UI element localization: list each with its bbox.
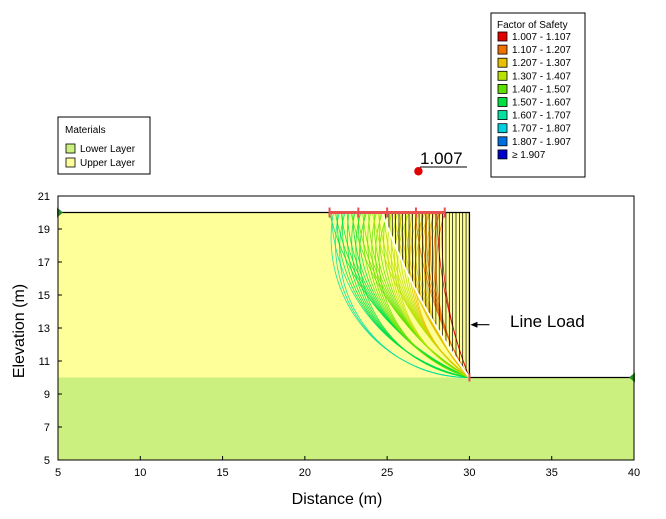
fos-legend-swatch bbox=[497, 44, 508, 55]
fos-legend-swatch bbox=[497, 97, 508, 107]
slip-surface bbox=[359, 212, 470, 378]
fos-legend-swatch bbox=[497, 136, 508, 147]
y-tick-label: 5 bbox=[44, 455, 50, 467]
fos-legend-item: 1.707 - 1.807 bbox=[512, 124, 571, 135]
line-load-arrowhead bbox=[470, 321, 478, 328]
fos-legend-item: 1.207 - 1.307 bbox=[512, 58, 571, 69]
critical-slices bbox=[385, 212, 467, 373]
materials-swatch-upper bbox=[65, 157, 76, 168]
materials-swatch-lower bbox=[65, 143, 76, 154]
fos-legend-title: Factor of Safety bbox=[497, 20, 568, 31]
y-tick-label: 19 bbox=[38, 224, 50, 236]
x-tick-label: 35 bbox=[546, 467, 558, 479]
ground-surface-line bbox=[58, 211, 634, 379]
fos-legend-item: 1.807 - 1.907 bbox=[512, 137, 571, 148]
fos-legend-swatch bbox=[497, 84, 508, 94]
slip-surface bbox=[339, 212, 470, 378]
y-tick-label: 7 bbox=[44, 422, 50, 434]
fos-legend-swatch bbox=[497, 110, 508, 120]
lower-layer-region bbox=[58, 377, 634, 460]
x-axis-ticks: 5 10 15 20 25 30 35 40 bbox=[55, 456, 640, 479]
y-tick-label: 21 bbox=[38, 191, 50, 203]
fos-legend-item: 1.507 - 1.607 bbox=[512, 98, 571, 109]
x-tick-label: 15 bbox=[216, 467, 228, 479]
y-tick-label: 13 bbox=[38, 323, 50, 335]
y-axis-label: Elevation (m) bbox=[11, 284, 28, 378]
fos-legend-swatch bbox=[497, 123, 508, 134]
y-axis-ticks: 5 7 9 11 13 15 17 19 21 bbox=[38, 191, 62, 467]
critical-center-point bbox=[414, 167, 423, 176]
critical-slip-surface bbox=[381, 212, 471, 379]
x-axis-label: Distance (m) bbox=[292, 491, 383, 508]
fos-legend-swatch bbox=[497, 31, 508, 42]
slip-surface bbox=[329, 212, 470, 378]
fos-legend-item: 1.407 - 1.507 bbox=[512, 84, 571, 95]
y-tick-label: 17 bbox=[38, 257, 50, 269]
fos-legend-swatch bbox=[497, 149, 508, 160]
materials-item-lower: Lower Layer bbox=[80, 144, 136, 155]
x-tick-label: 25 bbox=[381, 467, 393, 479]
slip-surface bbox=[378, 212, 470, 378]
materials-legend: Materials Lower Layer Upper Layer bbox=[57, 116, 151, 175]
slip-surface bbox=[441, 212, 470, 378]
y-tick-label: 9 bbox=[44, 389, 50, 401]
x-tick-label: 5 bbox=[55, 467, 61, 479]
fos-legend-swatch bbox=[497, 57, 508, 68]
y-tick-label: 11 bbox=[39, 356, 50, 368]
fos-legend: Factor of Safety 1.007 - 1.107 1.107 - 1.… bbox=[490, 12, 586, 178]
materials-item-upper: Upper Layer bbox=[80, 158, 136, 169]
fos-legend-item: ≥ 1.907 bbox=[512, 150, 546, 161]
materials-legend-title: Materials bbox=[65, 125, 106, 136]
y-tick-label: 15 bbox=[38, 290, 50, 302]
fos-legend-swatch bbox=[497, 70, 508, 81]
fos-legend-item: 1.607 - 1.707 bbox=[512, 111, 571, 122]
x-tick-label: 30 bbox=[463, 467, 475, 479]
x-tick-label: 20 bbox=[299, 467, 311, 479]
critical-fs-label: 1.007 bbox=[420, 149, 463, 168]
fos-legend-item: 1.007 - 1.107 bbox=[512, 32, 571, 43]
fos-legend-item: 1.107 - 1.207 bbox=[512, 45, 571, 56]
x-tick-label: 40 bbox=[628, 467, 640, 479]
x-tick-label: 10 bbox=[134, 467, 146, 479]
line-load-label: Line Load bbox=[510, 312, 585, 331]
fos-legend-item: 1.307 - 1.407 bbox=[512, 71, 571, 82]
entry-range-ticks bbox=[328, 207, 446, 218]
